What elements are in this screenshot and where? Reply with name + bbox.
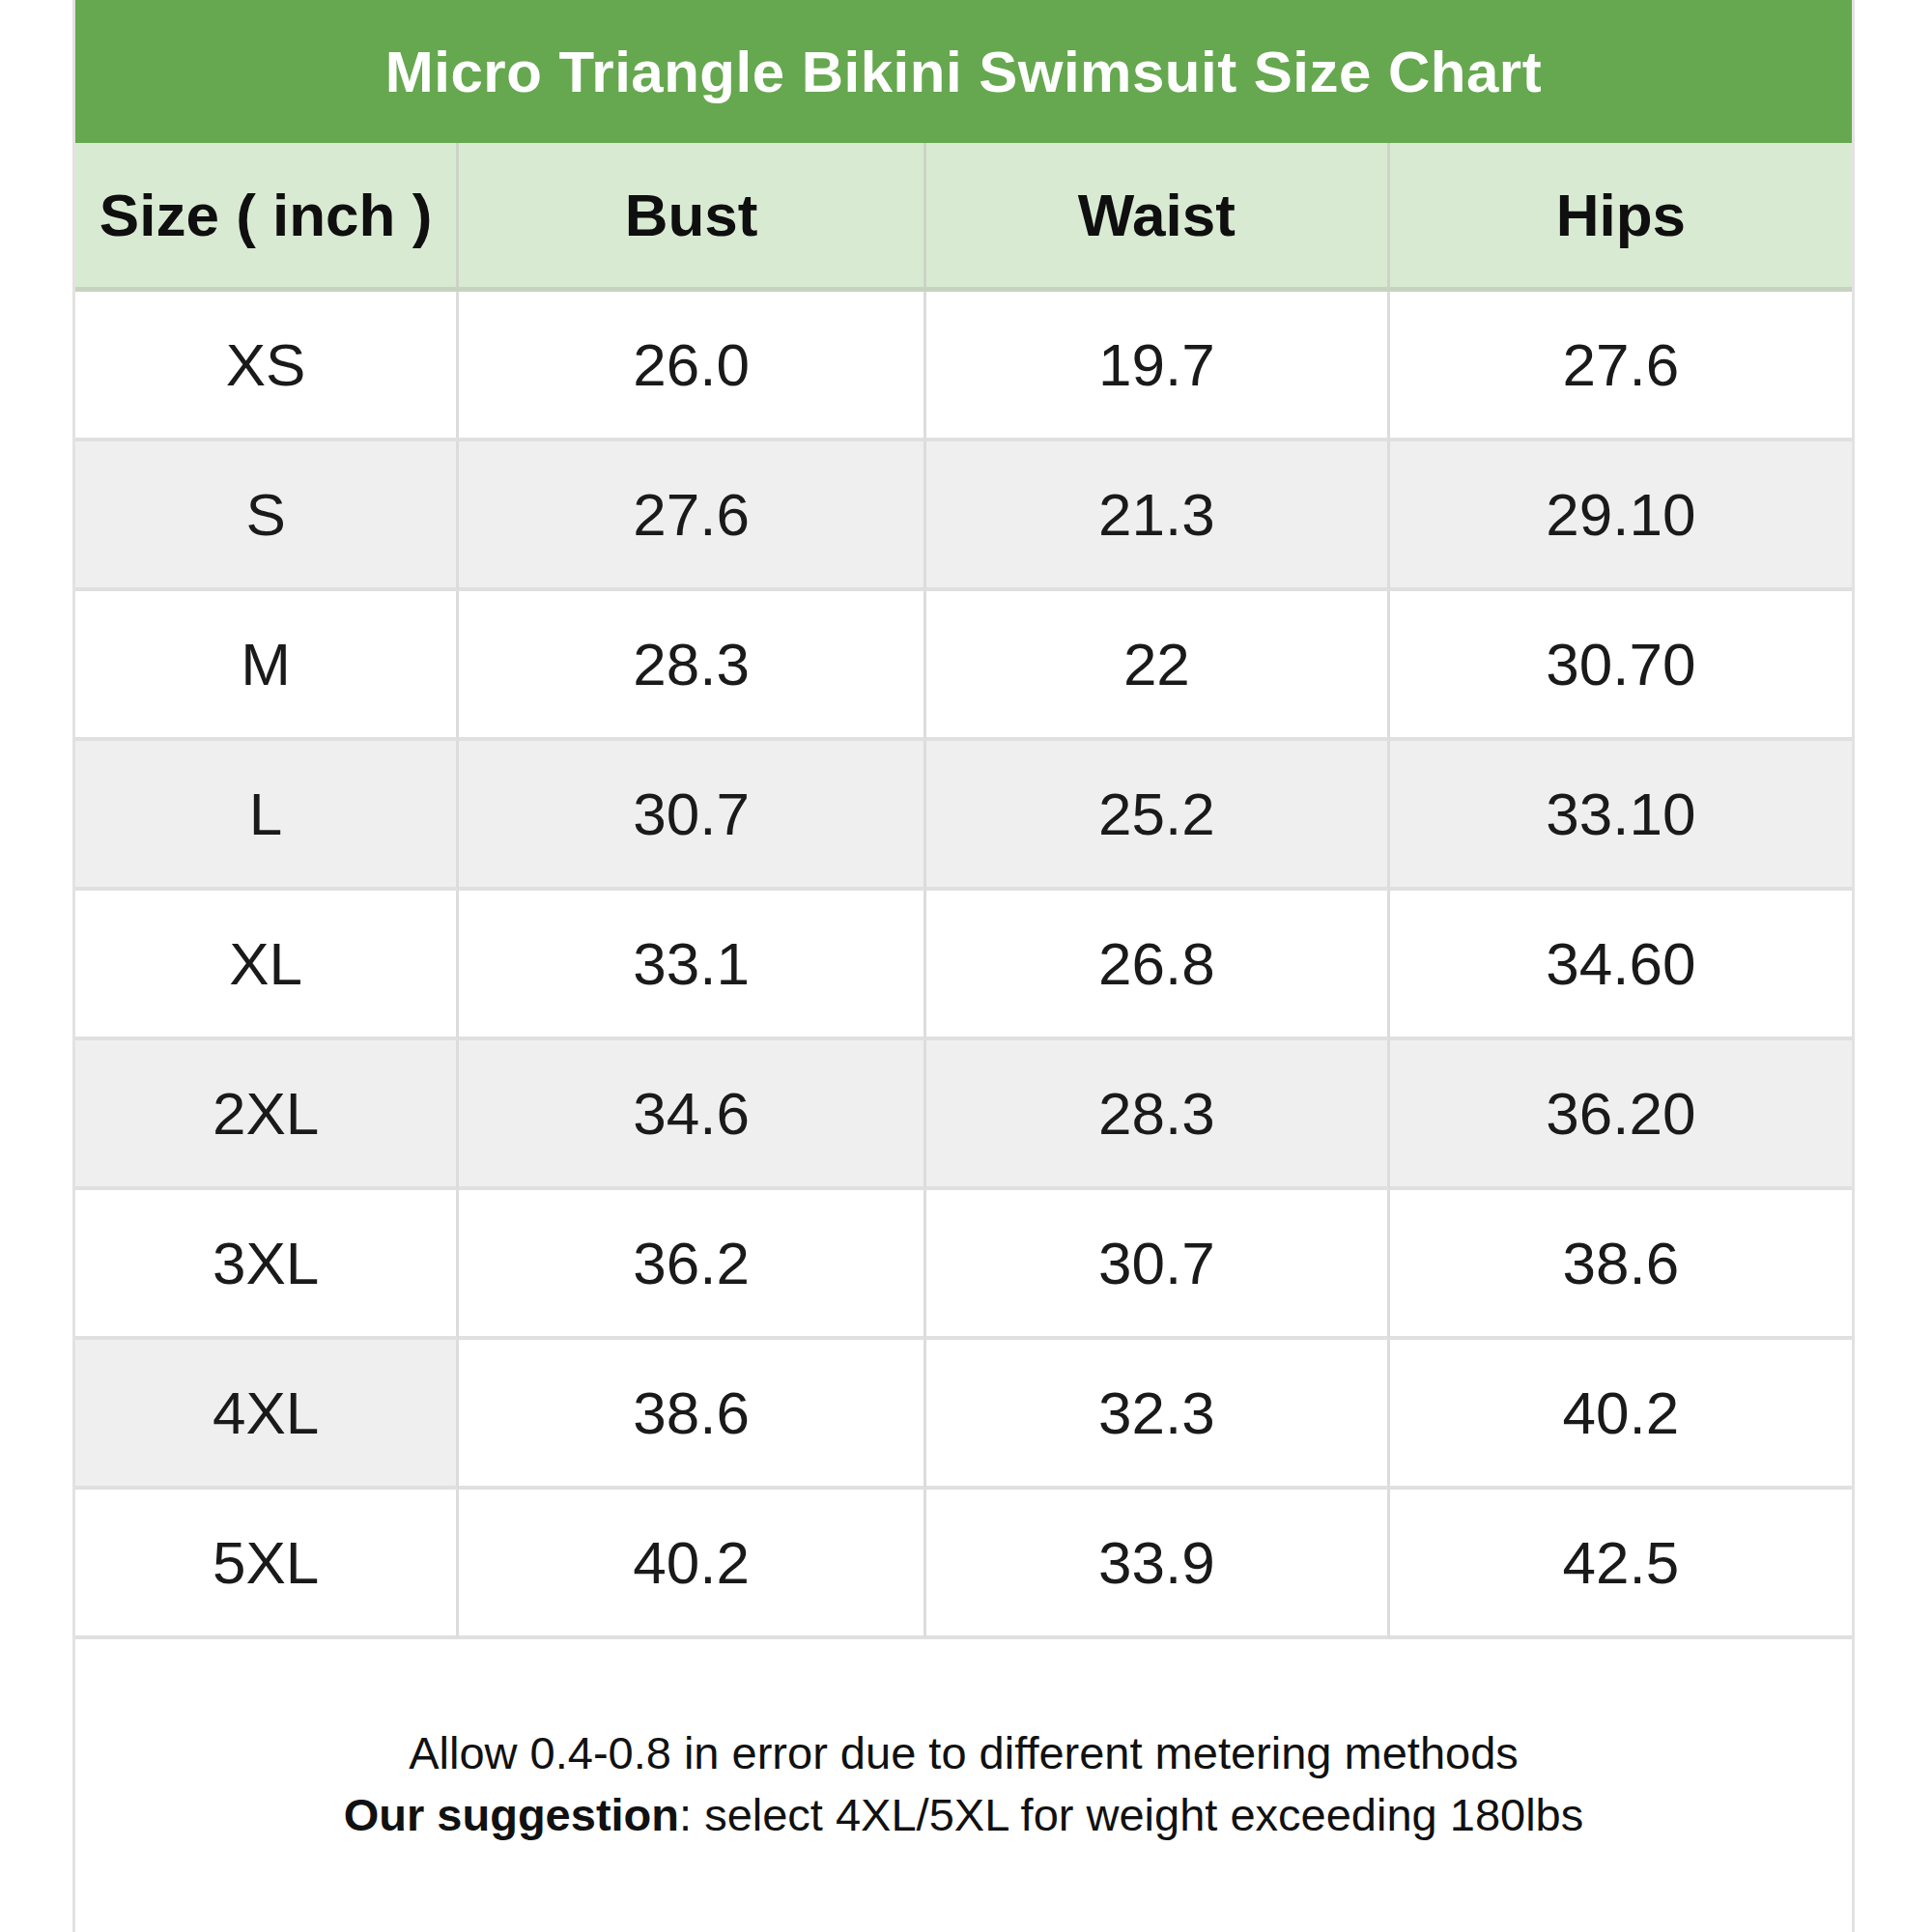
measurement-cell: 28.3 [926,1040,1390,1190]
size-cell: 4XL [75,1340,459,1490]
column-header-hips: Hips [1390,143,1852,287]
measurement-cell: 33.9 [926,1490,1390,1639]
measurement-cell: 36.2 [459,1190,926,1340]
measurement-cell: 19.7 [926,292,1390,441]
measurement-cell: 33.1 [459,891,926,1040]
measurement-cell: 25.2 [926,741,1390,891]
chart-title-bar: Micro Triangle Bikini Swimsuit Size Char… [75,0,1852,143]
measurement-cell: 32.3 [926,1340,1390,1490]
measurement-cell: 30.7 [459,741,926,891]
measurement-cell: 28.3 [459,591,926,741]
measurement-cell: 38.6 [459,1340,926,1490]
size-cell: XS [75,292,459,441]
size-cell: S [75,441,459,591]
size-cell: XL [75,891,459,1040]
measurement-cell: 34.60 [1390,891,1852,1040]
measurement-cell: 40.2 [459,1490,926,1639]
measurement-cell: 27.6 [1390,292,1852,441]
measurement-cell: 27.6 [459,441,926,591]
table-header-row: Size ( inch ) Bust Waist Hips [75,143,1852,292]
size-cell: M [75,591,459,741]
column-header-size: Size ( inch ) [75,143,459,287]
measurement-cell: 29.10 [1390,441,1852,591]
measurement-cell: 30.7 [926,1190,1390,1340]
footer-note-error: Allow 0.4-0.8 in error due to different … [75,1722,1852,1784]
footer-note-suggestion: Our suggestion: select 4XL/5XL for weigh… [75,1784,1852,1846]
measurement-cell: 26.8 [926,891,1390,1040]
measurement-cell: 34.6 [459,1040,926,1190]
measurement-cell: 36.20 [1390,1040,1852,1190]
measurement-cell: 40.2 [1390,1340,1852,1490]
chart-title: Micro Triangle Bikini Swimsuit Size Char… [385,39,1542,105]
column-header-bust: Bust [459,143,926,287]
measurement-cell: 33.10 [1390,741,1852,891]
measurement-cell: 42.5 [1390,1490,1852,1639]
column-header-waist: Waist [926,143,1390,287]
measurement-cell: 30.70 [1390,591,1852,741]
size-cell: L [75,741,459,891]
size-cell: 5XL [75,1490,459,1639]
table-body: XS26.019.727.6S27.621.329.10M28.32230.70… [75,292,1852,1639]
footer-suggestion-label: Our suggestion [344,1789,679,1840]
measurement-cell: 22 [926,591,1390,741]
size-cell: 3XL [75,1190,459,1340]
size-chart-table: Micro Triangle Bikini Swimsuit Size Char… [72,0,1855,1932]
size-chart-page: Micro Triangle Bikini Swimsuit Size Char… [0,0,1932,1932]
measurement-cell: 26.0 [459,292,926,441]
measurement-cell: 21.3 [926,441,1390,591]
footer-notes: Allow 0.4-0.8 in error due to different … [75,1639,1852,1932]
size-cell: 2XL [75,1040,459,1190]
measurement-cell: 38.6 [1390,1190,1852,1340]
